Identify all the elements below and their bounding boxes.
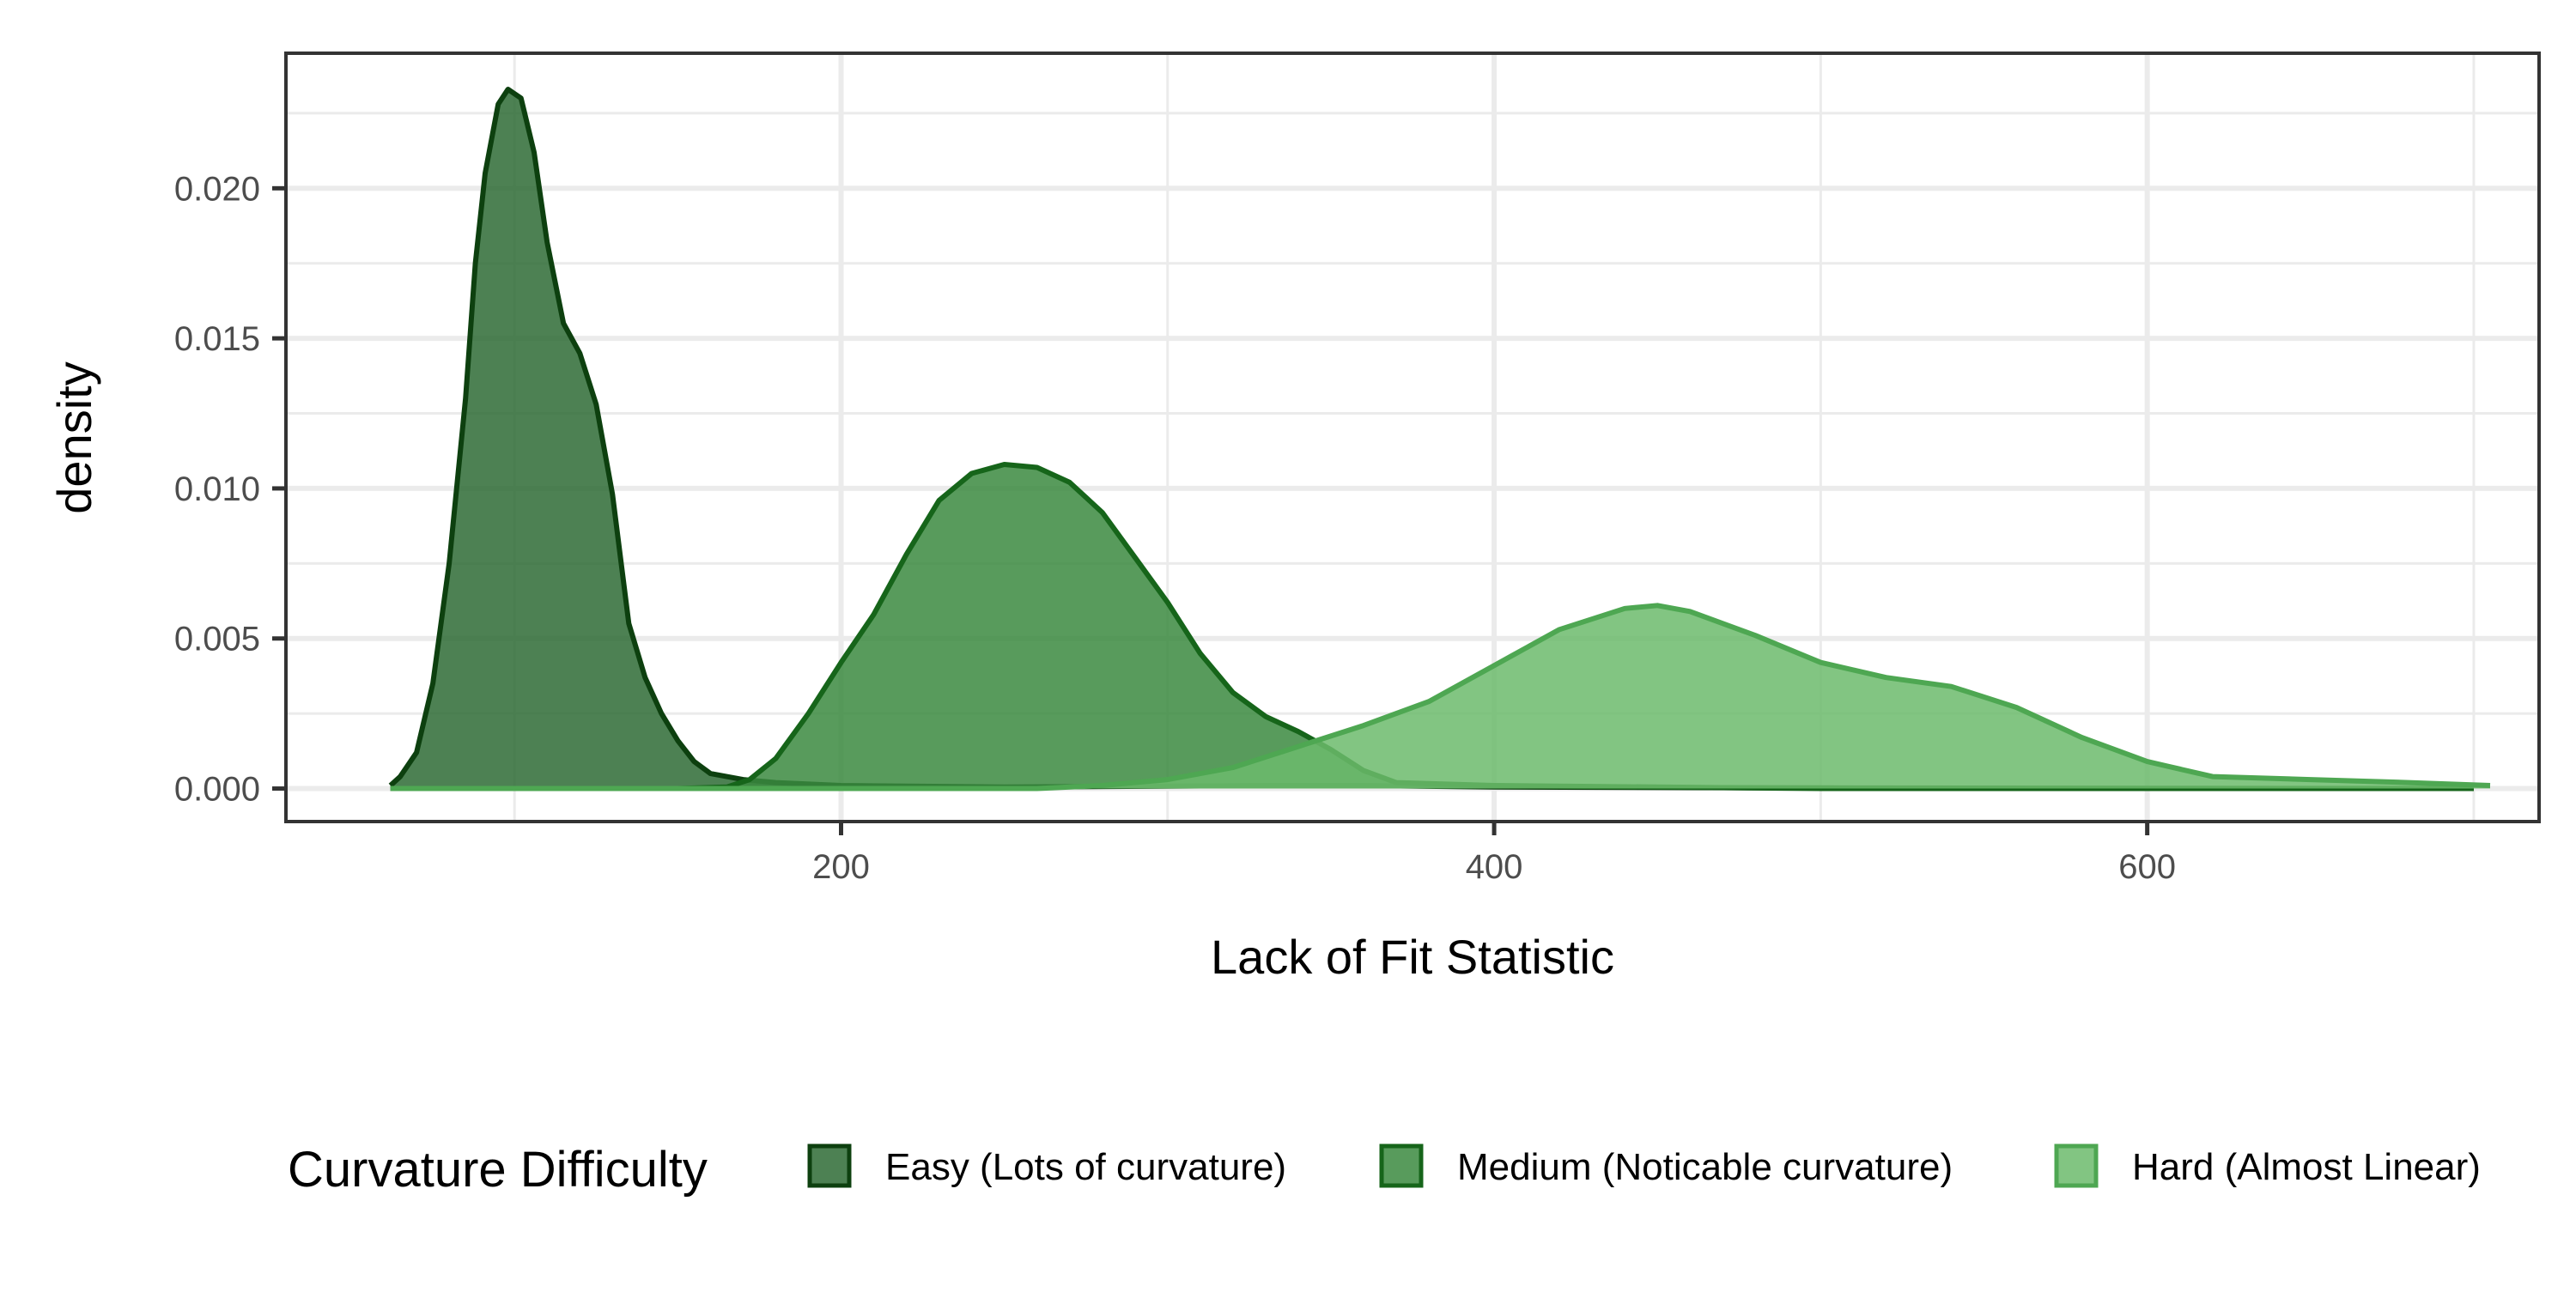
y-tick-label: 0.005 xyxy=(174,621,260,658)
legend-key-series-2 xyxy=(1379,1143,1424,1188)
legend-title: Curvature Difficulty xyxy=(288,1142,708,1198)
x-tick-label: 400 xyxy=(1466,848,1523,886)
panel-border xyxy=(284,52,2541,823)
x-tick-label: 600 xyxy=(2118,848,2176,886)
density-area-series-2 xyxy=(390,464,2474,789)
y-tick-label: 0.020 xyxy=(174,170,260,208)
y-tick-label: 0.010 xyxy=(174,470,260,508)
density-area-series-1 xyxy=(390,89,2474,789)
y-tick-label: 0.000 xyxy=(174,771,260,809)
axis-layer: 200 400 600 0.000 0.005 0.010 0.015 0.020 xyxy=(174,170,2176,886)
y-tick-label: 0.015 xyxy=(174,320,260,358)
legend: Curvature Difficulty Easy (Lots of curva… xyxy=(288,1142,2481,1198)
legend-label-series-2: Medium (Noticable curvature) xyxy=(1457,1146,1953,1188)
legend-label-series-1: Easy (Lots of curvature) xyxy=(885,1146,1286,1188)
legend-key-series-3 xyxy=(2054,1143,2099,1188)
x-tick-label: 200 xyxy=(812,848,870,886)
legend-key-series-1 xyxy=(807,1143,852,1188)
density-outline-series-3 xyxy=(390,603,2491,792)
series-layer xyxy=(388,87,2491,792)
y-axis-title: density xyxy=(47,361,101,513)
legend-label-series-3: Hard (Almost Linear) xyxy=(2132,1146,2481,1188)
x-axis-title: Lack of Fit Statistic xyxy=(1211,930,1614,984)
